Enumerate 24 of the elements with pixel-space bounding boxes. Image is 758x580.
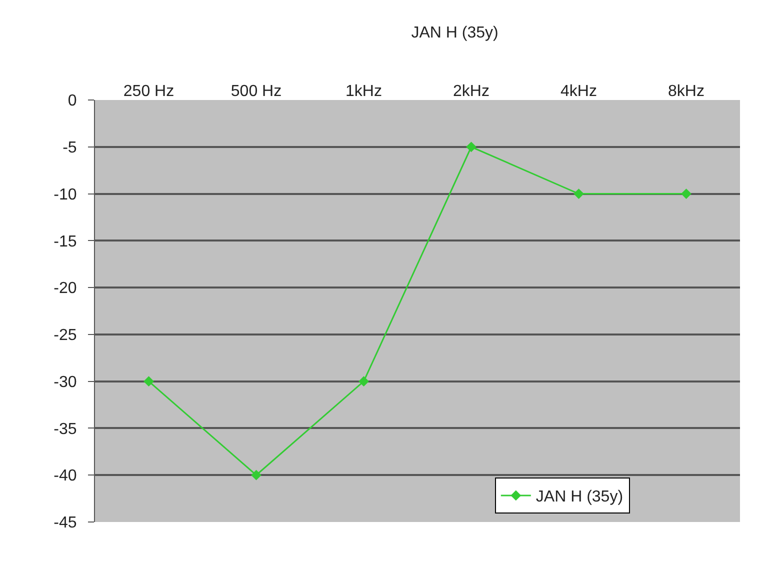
x-tick-label: 4kHz	[560, 82, 597, 100]
y-tick-label: -45	[54, 514, 77, 532]
y-tick-label: 0	[68, 92, 77, 110]
y-tick-label: -40	[54, 468, 77, 485]
point	[681, 188, 692, 199]
y-tick-label: -20	[54, 280, 77, 298]
y-tick-label: -30	[54, 374, 77, 391]
x-tick-label: 1kHz	[346, 82, 382, 100]
y-tick-label: -5	[62, 139, 77, 156]
point	[251, 470, 262, 480]
x-tick-label: 500 Hz	[230, 82, 282, 100]
y-tick-label: -25	[54, 327, 77, 344]
point	[358, 376, 369, 387]
point	[574, 188, 584, 199]
x-tick-label: 8kHz	[668, 82, 704, 100]
y-tick-label: -10	[54, 186, 77, 204]
x-tick-label: 250 Hz	[123, 82, 174, 100]
y-tick-label: -15	[54, 233, 77, 250]
x-tick-label: 2kHz	[453, 82, 490, 100]
legend-label: JAN H (35y)	[536, 488, 624, 506]
point	[144, 376, 154, 387]
point	[466, 142, 476, 152]
chart-title: JAN H (35y)	[411, 24, 498, 42]
y-tick-label: -35	[54, 420, 77, 438]
